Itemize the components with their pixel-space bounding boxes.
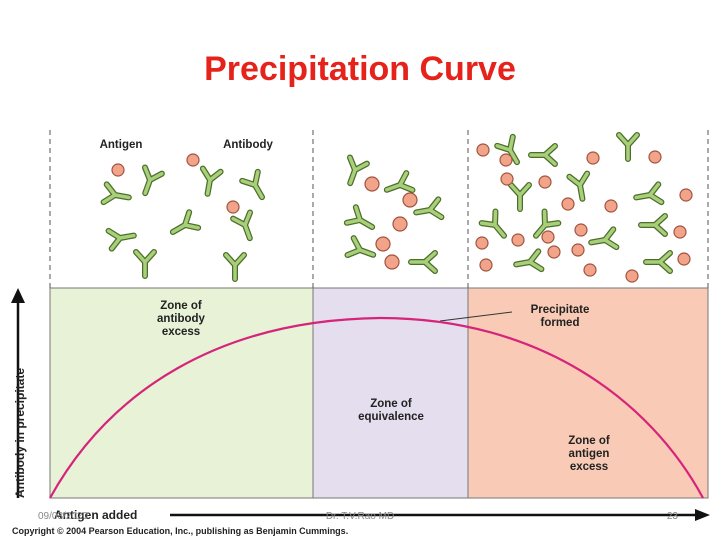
antibody <box>348 238 377 263</box>
antigen <box>364 176 380 192</box>
antigen <box>511 233 525 247</box>
zone-bg <box>49 287 314 499</box>
antibody <box>233 213 258 242</box>
slide-title: Precipitation Curve <box>204 50 516 88</box>
antibody <box>226 255 244 279</box>
antigen <box>186 153 200 167</box>
precipitate-label: formed <box>541 317 580 329</box>
antigen <box>226 200 240 214</box>
precipitate-label: Precipitate <box>531 304 590 316</box>
antigen <box>604 199 618 213</box>
antibody <box>168 212 198 240</box>
antibody <box>531 146 555 164</box>
antigen <box>547 245 561 259</box>
y-arrow <box>11 288 25 303</box>
footer-page: 23 <box>667 511 679 522</box>
antigen <box>673 225 687 239</box>
antibody <box>137 168 162 197</box>
antibody <box>104 184 131 206</box>
precipitation-curve <box>49 316 704 499</box>
antibody <box>641 216 665 234</box>
antibody <box>411 253 435 271</box>
zone-bg <box>467 287 709 499</box>
antigen <box>475 236 489 250</box>
zone-label: excess <box>162 326 200 338</box>
zone-label: Zone of <box>568 435 610 447</box>
copyright: Copyright © 2004 Pearson Education, Inc.… <box>12 526 348 536</box>
antibody <box>569 174 591 201</box>
zone-label: Zone of <box>370 398 412 410</box>
antigen <box>476 143 490 157</box>
antigen <box>677 252 691 266</box>
antigen <box>538 175 552 189</box>
antigen <box>571 243 585 257</box>
antibody <box>109 227 136 249</box>
legend-antibody: Antibody <box>223 139 273 151</box>
antibody <box>482 212 511 242</box>
footer-author: Dr. T.V.Rao MD <box>326 511 394 522</box>
antibody <box>515 251 542 273</box>
antigen <box>499 153 513 167</box>
antigen <box>561 197 575 211</box>
antibody <box>342 158 367 187</box>
x-arrow <box>695 509 710 521</box>
antibody <box>590 229 617 251</box>
antigen <box>541 230 555 244</box>
antigen <box>500 172 514 186</box>
antigen <box>583 263 597 277</box>
antigen <box>111 163 125 177</box>
antibody <box>415 199 442 221</box>
antibody <box>136 252 154 276</box>
antigen <box>625 269 639 283</box>
zone-label: Zone of <box>160 300 202 312</box>
antigen <box>375 236 391 252</box>
footer-date: 09/03/2020 <box>38 511 88 522</box>
molecules <box>104 135 693 283</box>
antigen <box>648 150 662 164</box>
antigen <box>479 258 493 272</box>
y-axis-label: Antibody in precipitate <box>13 368 27 498</box>
antibody <box>199 169 221 196</box>
antibody <box>635 184 662 206</box>
zone-label: equivalence <box>358 411 424 423</box>
antigen <box>402 192 418 208</box>
zone-label: antibody <box>157 313 206 325</box>
antigen <box>384 254 400 270</box>
zone-label: excess <box>570 461 608 473</box>
zones <box>49 287 709 499</box>
antibody <box>242 172 270 202</box>
antibody <box>511 185 529 209</box>
antibody <box>646 253 670 271</box>
zone-label: antigen <box>569 448 610 460</box>
antibody <box>619 135 637 159</box>
antigen <box>392 216 408 232</box>
antigen <box>679 188 693 202</box>
antibody <box>347 207 377 235</box>
pointer <box>439 311 513 322</box>
antigen <box>586 151 600 165</box>
antigen <box>574 223 588 237</box>
x-axis-label: Antigen added <box>54 508 137 522</box>
legend-antigen: Antigen <box>100 139 143 151</box>
